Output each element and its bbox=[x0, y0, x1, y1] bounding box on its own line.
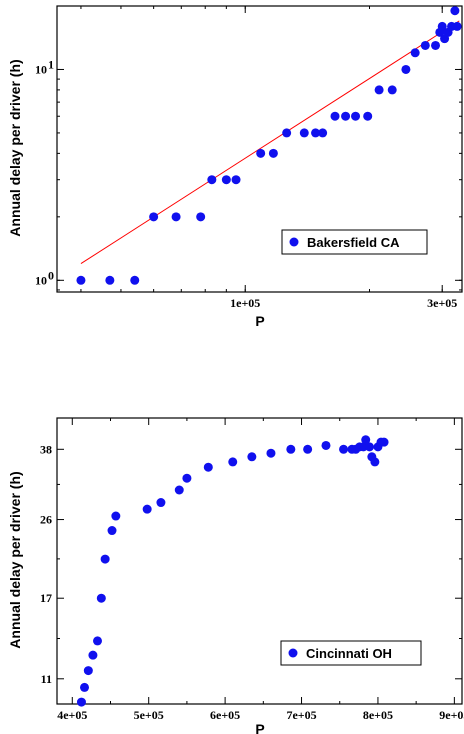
y-tick-label: 10 bbox=[35, 273, 47, 287]
data-point bbox=[282, 128, 292, 138]
cincinnati-legend: Cincinnati OH bbox=[280, 640, 422, 666]
data-point bbox=[174, 485, 184, 495]
data-point bbox=[450, 6, 460, 16]
data-point bbox=[303, 444, 313, 454]
data-point bbox=[266, 448, 276, 458]
data-point bbox=[339, 444, 349, 454]
data-point bbox=[207, 175, 217, 185]
data-point bbox=[311, 128, 321, 138]
data-point bbox=[431, 40, 441, 50]
bakersfield-y-axis-label: Annual delay per driver (h) bbox=[7, 59, 23, 236]
y-tick-exponent: 0 bbox=[48, 268, 54, 282]
cincinnati-points bbox=[76, 435, 389, 707]
x-tick-label: 4e+05 bbox=[57, 708, 87, 722]
bakersfield-x-axis-label: P bbox=[255, 313, 264, 329]
bakersfield-legend: Bakersfield CA bbox=[281, 229, 428, 255]
data-point bbox=[299, 128, 309, 138]
data-point bbox=[401, 64, 411, 74]
data-point bbox=[361, 435, 371, 445]
data-point bbox=[221, 175, 231, 185]
x-tick-label: 9e+05 bbox=[439, 708, 464, 722]
y-tick-label: 38 bbox=[40, 442, 52, 456]
cincinnati-legend-label: Cincinnati OH bbox=[306, 646, 392, 661]
data-point bbox=[228, 457, 238, 467]
bakersfield-plot-frame bbox=[56, 5, 463, 293]
data-point bbox=[130, 275, 140, 285]
data-point bbox=[286, 444, 296, 454]
bakersfield-points bbox=[76, 6, 462, 285]
y-tick-label: 11 bbox=[41, 672, 52, 686]
data-point bbox=[321, 440, 331, 450]
data-point bbox=[256, 148, 266, 158]
y-tick-label: 10 bbox=[35, 62, 47, 76]
data-point bbox=[437, 21, 447, 31]
x-tick-label: 1e+05 bbox=[230, 296, 260, 310]
cincinnati-ticks: 4e+05 5e+05 6e+05 7e+05 8e+05 9e+05 11 17 26 38 bbox=[40, 418, 464, 722]
data-point bbox=[374, 85, 384, 95]
data-point bbox=[105, 275, 115, 285]
x-tick-label: 7e+05 bbox=[286, 708, 316, 722]
bakersfield-legend-marker bbox=[289, 237, 299, 247]
cincinnati-y-axis-label: Annual delay per driver (h) bbox=[7, 471, 23, 648]
data-point bbox=[171, 212, 181, 222]
data-point bbox=[452, 21, 462, 31]
data-point bbox=[149, 212, 159, 222]
data-point bbox=[182, 473, 192, 483]
data-point bbox=[156, 498, 166, 508]
x-tick-label: 3e+05 bbox=[427, 296, 457, 310]
data-point bbox=[76, 275, 86, 285]
data-point bbox=[100, 554, 110, 564]
data-point bbox=[341, 111, 351, 121]
cincinnati-plot-frame bbox=[56, 417, 463, 705]
bakersfield-legend-label: Bakersfield CA bbox=[307, 235, 400, 250]
data-point bbox=[420, 40, 430, 50]
data-point bbox=[379, 437, 389, 447]
x-tick-label: 8e+05 bbox=[363, 708, 393, 722]
data-point bbox=[203, 462, 213, 472]
cincinnati-legend-marker bbox=[288, 648, 298, 658]
y-tick-label: 26 bbox=[40, 513, 52, 527]
cincinnati-x-axis-label: P bbox=[255, 721, 264, 734]
data-point bbox=[76, 697, 86, 707]
bakersfield-fit-line bbox=[80, 20, 460, 265]
data-point bbox=[365, 442, 375, 452]
x-tick-label: 5e+05 bbox=[134, 708, 164, 722]
data-point bbox=[107, 526, 117, 536]
x-tick-label: 6e+05 bbox=[210, 708, 240, 722]
data-point bbox=[231, 175, 241, 185]
data-point bbox=[96, 593, 106, 603]
cincinnati-legend-box bbox=[280, 640, 422, 666]
data-point bbox=[83, 666, 93, 676]
data-point bbox=[318, 128, 328, 138]
data-point bbox=[387, 85, 397, 95]
data-point bbox=[88, 650, 98, 660]
data-point bbox=[80, 682, 90, 692]
data-point bbox=[351, 111, 361, 121]
data-point bbox=[93, 636, 102, 646]
y-tick-exponent: 1 bbox=[48, 57, 54, 71]
data-point bbox=[247, 452, 257, 462]
bakersfield-legend-box bbox=[281, 229, 428, 255]
data-point bbox=[268, 148, 278, 158]
data-point bbox=[142, 504, 152, 514]
y-tick-label: 17 bbox=[40, 591, 52, 605]
data-point bbox=[196, 212, 206, 222]
data-point bbox=[410, 48, 420, 58]
data-point bbox=[111, 511, 121, 521]
data-point bbox=[330, 111, 340, 121]
data-point bbox=[370, 457, 380, 467]
data-point bbox=[363, 111, 373, 121]
cincinnati-chart: 4e+05 5e+05 6e+05 7e+05 8e+05 9e+05 11 17 26 38 P… bbox=[7, 417, 464, 734]
